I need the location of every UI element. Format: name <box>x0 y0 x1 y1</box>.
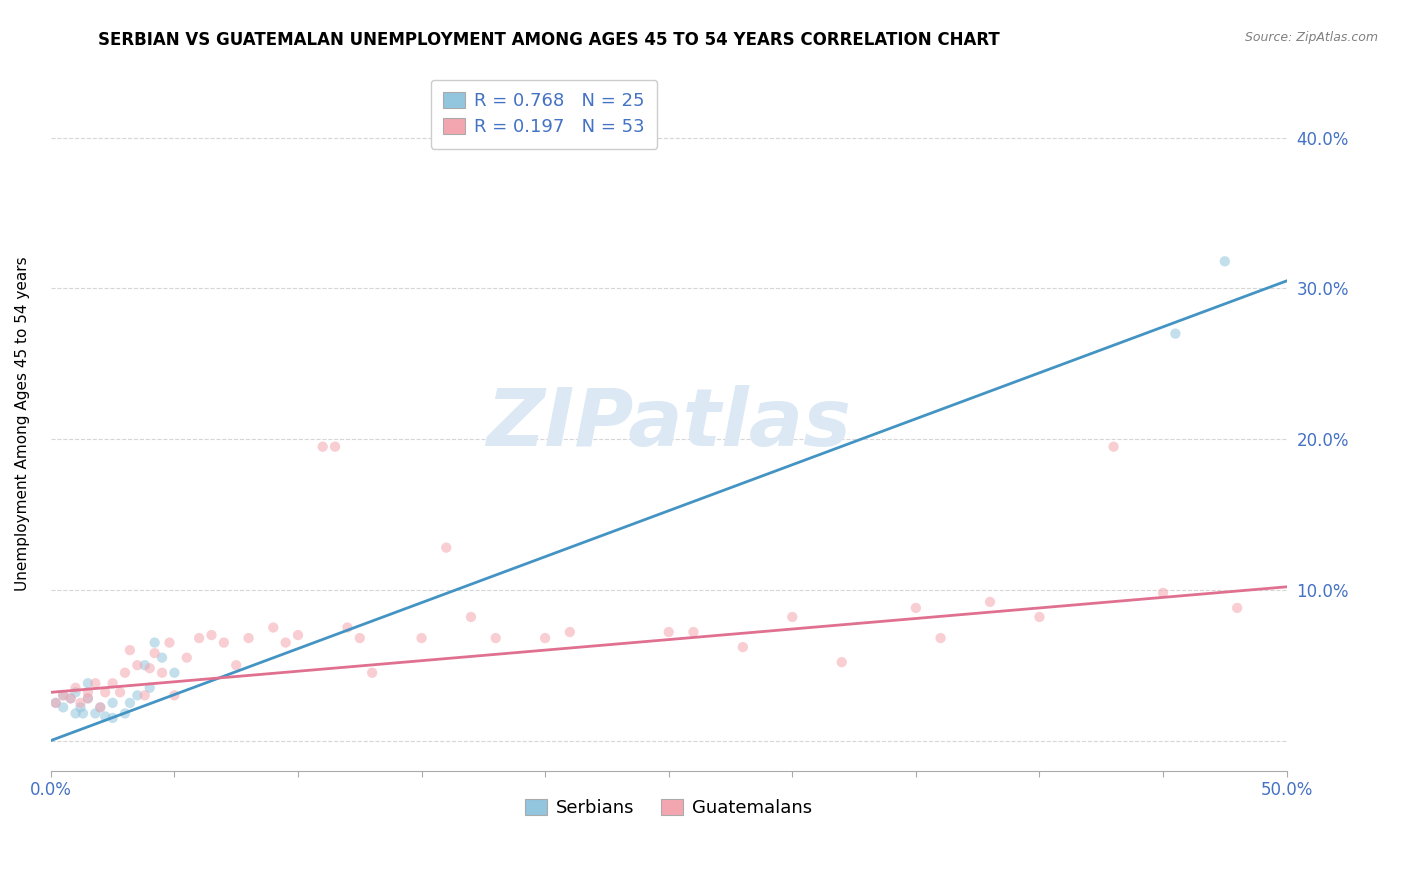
Point <box>200 628 222 642</box>
Point <box>77 676 100 690</box>
Point <box>163 665 186 680</box>
Point <box>411 631 433 645</box>
Point <box>1164 326 1187 341</box>
Point <box>114 665 136 680</box>
Point <box>101 696 124 710</box>
Point <box>45 696 67 710</box>
Point <box>558 625 581 640</box>
Point <box>312 440 335 454</box>
Point <box>114 706 136 721</box>
Text: ZIPatlas: ZIPatlas <box>486 385 851 463</box>
Point <box>1226 601 1249 615</box>
Point <box>134 689 156 703</box>
Point <box>274 635 297 649</box>
Point <box>979 595 1001 609</box>
Point <box>77 691 100 706</box>
Point <box>1152 586 1174 600</box>
Point <box>89 700 111 714</box>
Point <box>682 625 704 640</box>
Point <box>138 681 160 695</box>
Point <box>59 691 82 706</box>
Text: SERBIAN VS GUATEMALAN UNEMPLOYMENT AMONG AGES 45 TO 54 YEARS CORRELATION CHART: SERBIAN VS GUATEMALAN UNEMPLOYMENT AMONG… <box>98 31 1000 49</box>
Point <box>84 676 107 690</box>
Point <box>94 685 117 699</box>
Point <box>658 625 681 640</box>
Point <box>361 665 384 680</box>
Point <box>1213 254 1236 268</box>
Point <box>65 685 87 699</box>
Point <box>262 620 284 634</box>
Point <box>534 631 557 645</box>
Point <box>225 658 247 673</box>
Point <box>1102 440 1125 454</box>
Point <box>108 685 131 699</box>
Point <box>84 706 107 721</box>
Point <box>77 685 100 699</box>
Point <box>163 689 186 703</box>
Point <box>101 711 124 725</box>
Point <box>460 610 482 624</box>
Point <box>59 691 82 706</box>
Point <box>65 706 87 721</box>
Point <box>143 646 166 660</box>
Point <box>904 601 927 615</box>
Point <box>52 689 75 703</box>
Point <box>143 635 166 649</box>
Point <box>238 631 260 645</box>
Point <box>188 631 211 645</box>
Point <box>1028 610 1050 624</box>
Point <box>176 650 198 665</box>
Point <box>336 620 359 634</box>
Point <box>89 700 111 714</box>
Point <box>731 640 754 654</box>
Point <box>69 700 91 714</box>
Point <box>782 610 804 624</box>
Point <box>52 689 75 703</box>
Point <box>127 689 149 703</box>
Y-axis label: Unemployment Among Ages 45 to 54 years: Unemployment Among Ages 45 to 54 years <box>15 257 30 591</box>
Point <box>134 658 156 673</box>
Point <box>287 628 309 642</box>
Point <box>77 691 100 706</box>
Point <box>434 541 457 555</box>
Point <box>69 696 91 710</box>
Point <box>45 696 67 710</box>
Point <box>127 658 149 673</box>
Point <box>118 643 141 657</box>
Point <box>323 440 346 454</box>
Point <box>52 700 75 714</box>
Point <box>72 706 94 721</box>
Point <box>94 709 117 723</box>
Point <box>150 650 173 665</box>
Point <box>118 696 141 710</box>
Point <box>929 631 952 645</box>
Point <box>485 631 508 645</box>
Point <box>349 631 371 645</box>
Point <box>138 661 160 675</box>
Point <box>212 635 235 649</box>
Point <box>159 635 181 649</box>
Point <box>101 676 124 690</box>
Point <box>65 681 87 695</box>
Legend: Serbians, Guatemalans: Serbians, Guatemalans <box>517 791 820 824</box>
Text: Source: ZipAtlas.com: Source: ZipAtlas.com <box>1244 31 1378 45</box>
Point <box>150 665 173 680</box>
Point <box>831 655 853 669</box>
